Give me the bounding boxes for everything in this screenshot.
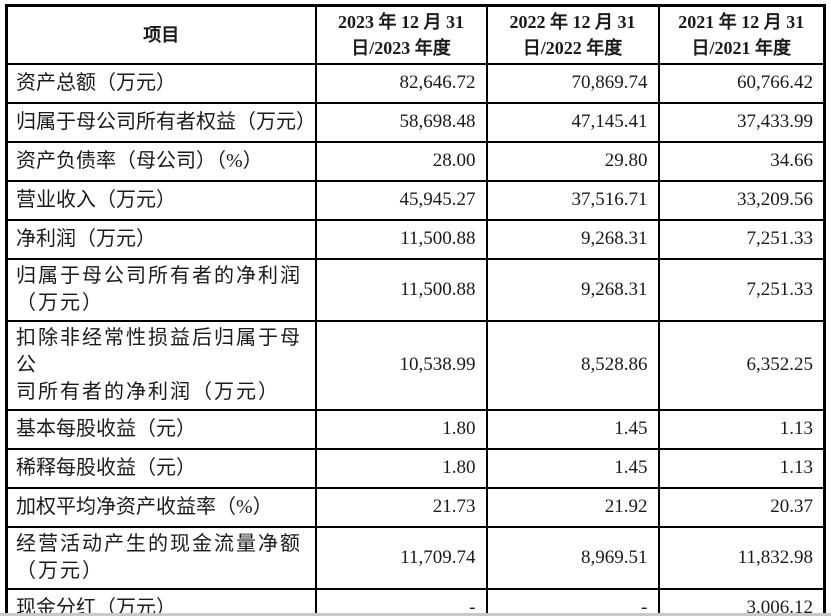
value-cell: 82,646.72 xyxy=(314,63,488,105)
value-cell: 10,538.99 xyxy=(314,320,488,412)
table-row: 稀释每股收益（元） 1.80 1.45 1.13 xyxy=(5,448,826,490)
row-label-cell: 现金分红（万元） xyxy=(5,588,317,616)
value-cell: 8,528.86 xyxy=(485,320,660,412)
row-label-cell: 经营活动产生的现金流量净额 （万元） xyxy=(5,526,317,591)
value-cell: 21.92 xyxy=(485,487,660,529)
table-row: 净利润（万元） 11,500.88 9,268.31 7,251.33 xyxy=(5,219,826,261)
row-label-cell: 资产总额（万元） xyxy=(5,63,317,105)
value-cell: 60,766.42 xyxy=(657,63,826,105)
table-row: 基本每股收益（元） 1.80 1.45 1.13 xyxy=(5,409,826,451)
value-cell: 8,969.51 xyxy=(485,526,660,591)
table-row: 归属于母公司所有者的净利润 （万元） 11,500.88 9,268.31 7,251… xyxy=(5,258,826,323)
value-cell: 9,268.31 xyxy=(485,219,660,261)
value-cell: 9,268.31 xyxy=(485,258,660,323)
row-label-cell: 归属于母公司所有者的净利润 （万元） xyxy=(5,258,317,323)
value-cell: 7,251.33 xyxy=(657,219,826,261)
table-row: 资产总额（万元） 82,646.72 70,869.74 60,766.42 xyxy=(5,63,826,105)
column-header-item: 项目 xyxy=(5,4,317,66)
table-row: 扣除非经常性损益后归属于母公 司所有者的净利润（万元） 10,538.99 8,52… xyxy=(5,320,826,412)
value-cell: 1.80 xyxy=(314,448,488,490)
page-bottom-edge xyxy=(0,613,831,616)
value-cell: 7,251.33 xyxy=(657,258,826,323)
row-label-cell: 净利润（万元） xyxy=(5,219,317,261)
value-cell: 37,433.99 xyxy=(657,102,826,144)
row-label-cell: 营业收入（万元） xyxy=(5,180,317,222)
value-cell: 11,500.88 xyxy=(314,219,488,261)
table-row: 资产负债率（母公司）（%） 28.00 29.80 34.66 xyxy=(5,141,826,183)
table-row: 归属于母公司所有者权益（万元） 58,698.48 47,145.41 37,433.… xyxy=(5,102,826,144)
value-cell: - xyxy=(314,588,488,616)
value-cell: 21.73 xyxy=(314,487,488,529)
table-row: 现金分红（万元） - -3,006.12 xyxy=(5,588,826,616)
value-cell: 1.45 xyxy=(485,448,660,490)
table-body: 资产总额（万元） 82,646.72 70,869.74 60,766.42 归属于母公… xyxy=(5,63,826,616)
table-row: 加权平均净资产收益率（%） 21.73 21.92 20.37 xyxy=(5,487,826,529)
financial-indicators-table: 项目 2023 年 12 月 31 日/2023 年度 2022 年 12 月 3… xyxy=(5,4,826,616)
value-cell: 28.00 xyxy=(314,141,488,183)
value-cell: 1.13 xyxy=(657,409,826,451)
column-header-period-0: 2023 年 12 月 31 日/2023 年度 xyxy=(314,4,488,66)
row-label-cell: 资产负债率（母公司）（%） xyxy=(5,141,317,183)
value-cell: 11,500.88 xyxy=(314,258,488,323)
value-cell: 29.80 xyxy=(485,141,660,183)
column-header-period-2: 2021 年 12 月 31 日/2021 年度 xyxy=(657,4,826,66)
row-label-cell: 归属于母公司所有者权益（万元） xyxy=(5,102,317,144)
row-label-cell: 加权平均净资产收益率（%） xyxy=(5,487,317,529)
value-cell: 11,709.74 xyxy=(314,526,488,591)
value-cell: 1.45 xyxy=(485,409,660,451)
header-row: 项目 2023 年 12 月 31 日/2023 年度 2022 年 12 月 3… xyxy=(5,4,826,66)
value-cell: 33,209.56 xyxy=(657,180,826,222)
value-cell: 70,869.74 xyxy=(485,63,660,105)
value-cell: 1.80 xyxy=(314,409,488,451)
value-cell: 11,832.98 xyxy=(657,526,826,591)
table-row: 营业收入（万元） 45,945.27 37,516.71 33,209.56 xyxy=(5,180,826,222)
table-row: 经营活动产生的现金流量净额 （万元） 11,709.74 8,969.51 11,83… xyxy=(5,526,826,591)
row-label-cell: 稀释每股收益（元） xyxy=(5,448,317,490)
value-cell: 20.37 xyxy=(657,487,826,529)
row-label-cell: 扣除非经常性损益后归属于母公 司所有者的净利润（万元） xyxy=(5,320,317,412)
value-cell: 6,352.25 xyxy=(657,320,826,412)
value-cell: 47,145.41 xyxy=(485,102,660,144)
value-cell: 3,006.12 xyxy=(657,588,826,616)
value-cell: - xyxy=(485,588,660,616)
value-cell: 34.66 xyxy=(657,141,826,183)
value-cell: 45,945.27 xyxy=(314,180,488,222)
value-cell: 58,698.48 xyxy=(314,102,488,144)
column-header-period-1: 2022 年 12 月 31 日/2022 年度 xyxy=(485,4,660,66)
row-label-cell: 基本每股收益（元） xyxy=(5,409,317,451)
value-cell: 37,516.71 xyxy=(485,180,660,222)
value-cell: 1.13 xyxy=(657,448,826,490)
